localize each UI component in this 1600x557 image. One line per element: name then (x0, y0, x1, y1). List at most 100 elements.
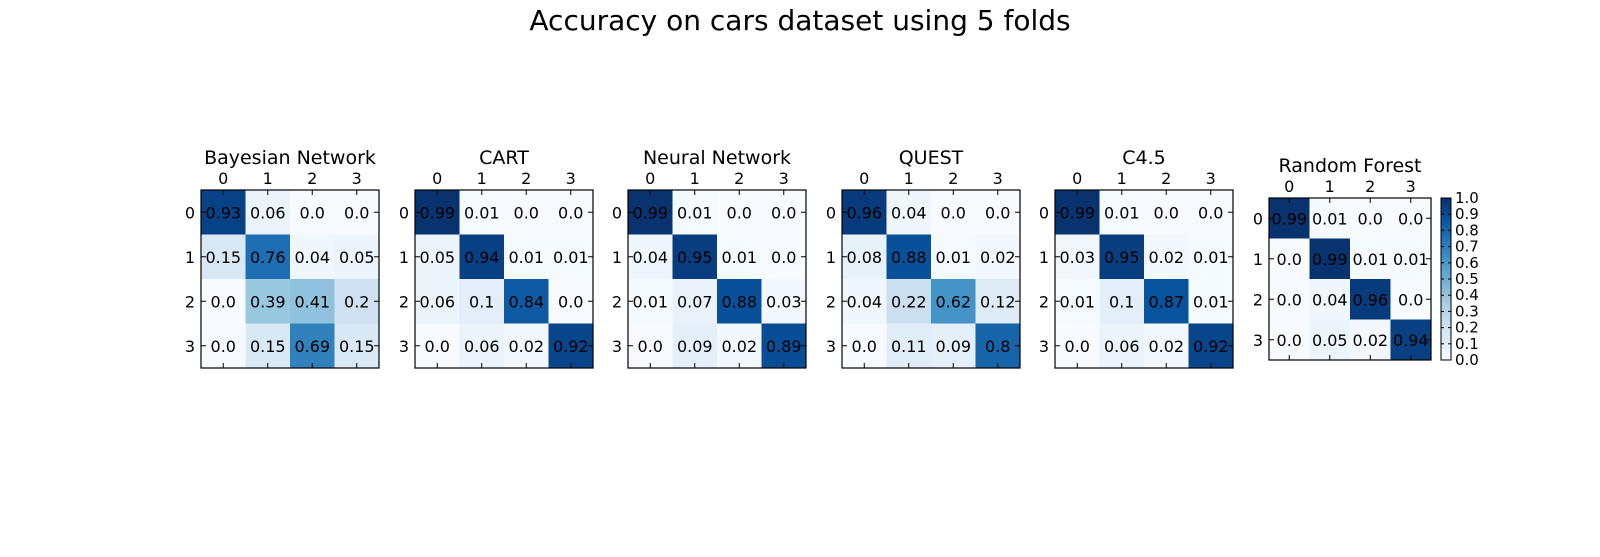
heatmap-cell (415, 323, 460, 369)
y-tick-label: 0 (612, 203, 622, 222)
colorbar-segment (1441, 246, 1451, 250)
cell-value-label: 0.2 (344, 292, 369, 311)
cell-value-label: 0.88 (721, 292, 757, 311)
x-tick-label: 3 (566, 169, 576, 188)
heatmap-cell (672, 279, 718, 324)
colorbar: 0.00.10.20.30.40.50.60.70.80.91.0 (1440, 189, 1479, 369)
heatmap-cell (761, 323, 807, 369)
cell-value-label: 0.1 (469, 292, 494, 311)
heatmap-cell (334, 323, 380, 369)
cell-value-label: 0.94 (464, 248, 500, 267)
colorbar-tick-label: 0.5 (1455, 270, 1479, 288)
cell-value-label: 0.22 (891, 292, 927, 311)
x-tick-label: 0 (432, 169, 442, 188)
heatmap-cell (1309, 279, 1351, 320)
heatmap-cell (717, 323, 762, 369)
colorbar-segment (1441, 243, 1451, 248)
y-tick-label: 3 (185, 337, 195, 356)
cell-value-label: 0.41 (294, 292, 330, 311)
colorbar-segment (1441, 262, 1451, 266)
x-tick-label: 0 (645, 169, 655, 188)
heatmap-cell (886, 279, 932, 324)
heatmap-cell (1188, 279, 1234, 324)
cell-value-label: 0.01 (1393, 250, 1429, 269)
heatmap-cell (290, 323, 335, 369)
colorbar-segment (1441, 349, 1451, 353)
axes-frame (1054, 189, 1234, 369)
cell-value-label: 0.06 (1104, 337, 1140, 356)
heatmap-cell (548, 323, 594, 369)
cell-value-label: 0.99 (1271, 209, 1307, 228)
colorbar-segment (1441, 268, 1451, 272)
colorbar-segment (1441, 265, 1451, 269)
heatmap-cell (290, 190, 335, 235)
cell-value-label: 0.92 (553, 337, 589, 356)
cell-value-label: 0.01 (553, 248, 589, 267)
heatmap-cell (1144, 323, 1189, 369)
heatmap-cell (334, 279, 380, 324)
cell-value-label: 0.1 (1109, 292, 1134, 311)
colorbar-tick-label: 0.1 (1455, 335, 1479, 353)
heatmap-cell (1269, 238, 1310, 280)
heatmap-cell (672, 323, 718, 369)
heatmap-cell (975, 279, 1021, 324)
heatmap-cell (672, 190, 718, 235)
x-tick-label: 3 (1406, 177, 1416, 196)
cell-value-label: 0.0 (211, 292, 236, 311)
heatmap-cell (415, 190, 460, 235)
heatmap-cell (628, 190, 673, 235)
y-tick-label: 2 (185, 292, 195, 311)
heatmap-cell (548, 234, 594, 280)
heatmap-cell (628, 323, 673, 369)
colorbar-segment (1441, 200, 1451, 204)
colorbar-tick-label: 0.0 (1455, 351, 1479, 369)
cell-value-label: 0.69 (294, 337, 330, 356)
cell-value-label: 0.02 (1148, 248, 1184, 267)
colorbar-segment (1441, 330, 1451, 334)
heatmap-c4-5: 0.99 0.01 0.0 0.00.03 0.95 0.02 0.010.01 0.1 0.8… (1039, 147, 1234, 369)
y-tick-label: 3 (612, 337, 622, 356)
cell-value-label: 0.09 (677, 337, 713, 356)
heatmap-cell (1144, 234, 1189, 280)
cell-value-label: 0.0 (1277, 331, 1302, 350)
cell-value-label: 0.05 (1312, 331, 1348, 350)
heatmap-cell (975, 234, 1021, 280)
y-tick-label: 1 (399, 248, 409, 267)
x-tick-label: 3 (1206, 169, 1216, 188)
cell-value-label: 0.01 (1312, 209, 1348, 228)
cell-value-label: 0.01 (464, 203, 500, 222)
heatmap-cell (975, 190, 1021, 235)
x-tick-label: 0 (1072, 169, 1082, 188)
x-tick-label: 2 (307, 169, 317, 188)
x-tick-label: 2 (1161, 169, 1171, 188)
heatmap-cell (334, 234, 380, 280)
colorbar-tick-label: 1.0 (1455, 189, 1479, 207)
cell-value-label: 0.84 (508, 292, 544, 311)
y-tick-label: 3 (826, 337, 836, 356)
cell-value-label: 0.03 (766, 292, 802, 311)
cell-value-label: 0.15 (339, 337, 375, 356)
heatmap-cell (201, 279, 246, 324)
heatmap-cell (459, 279, 505, 324)
cell-value-label: 0.95 (1104, 248, 1140, 267)
heatmap-cell (717, 279, 762, 324)
cell-value-label: 0.99 (419, 203, 455, 222)
colorbar-tick-label: 0.4 (1455, 286, 1479, 304)
x-tick-label: 1 (263, 169, 273, 188)
y-tick-label: 3 (1253, 331, 1263, 350)
panel-title: CART (479, 147, 529, 169)
heatmap-cell (931, 279, 976, 324)
cell-value-label: 0.05 (339, 248, 375, 267)
heatmap-cell (1390, 198, 1432, 239)
cell-value-label: 0.0 (638, 337, 663, 356)
colorbar-segment (1441, 354, 1451, 358)
axes-frame (841, 189, 1021, 369)
cell-value-label: 0.92 (1193, 337, 1229, 356)
heatmap-cell (548, 279, 594, 324)
heatmap-cell (1099, 190, 1145, 235)
heatmap-cell (1099, 234, 1145, 280)
y-tick-label: 3 (1039, 337, 1049, 356)
x-tick-label: 0 (859, 169, 869, 188)
